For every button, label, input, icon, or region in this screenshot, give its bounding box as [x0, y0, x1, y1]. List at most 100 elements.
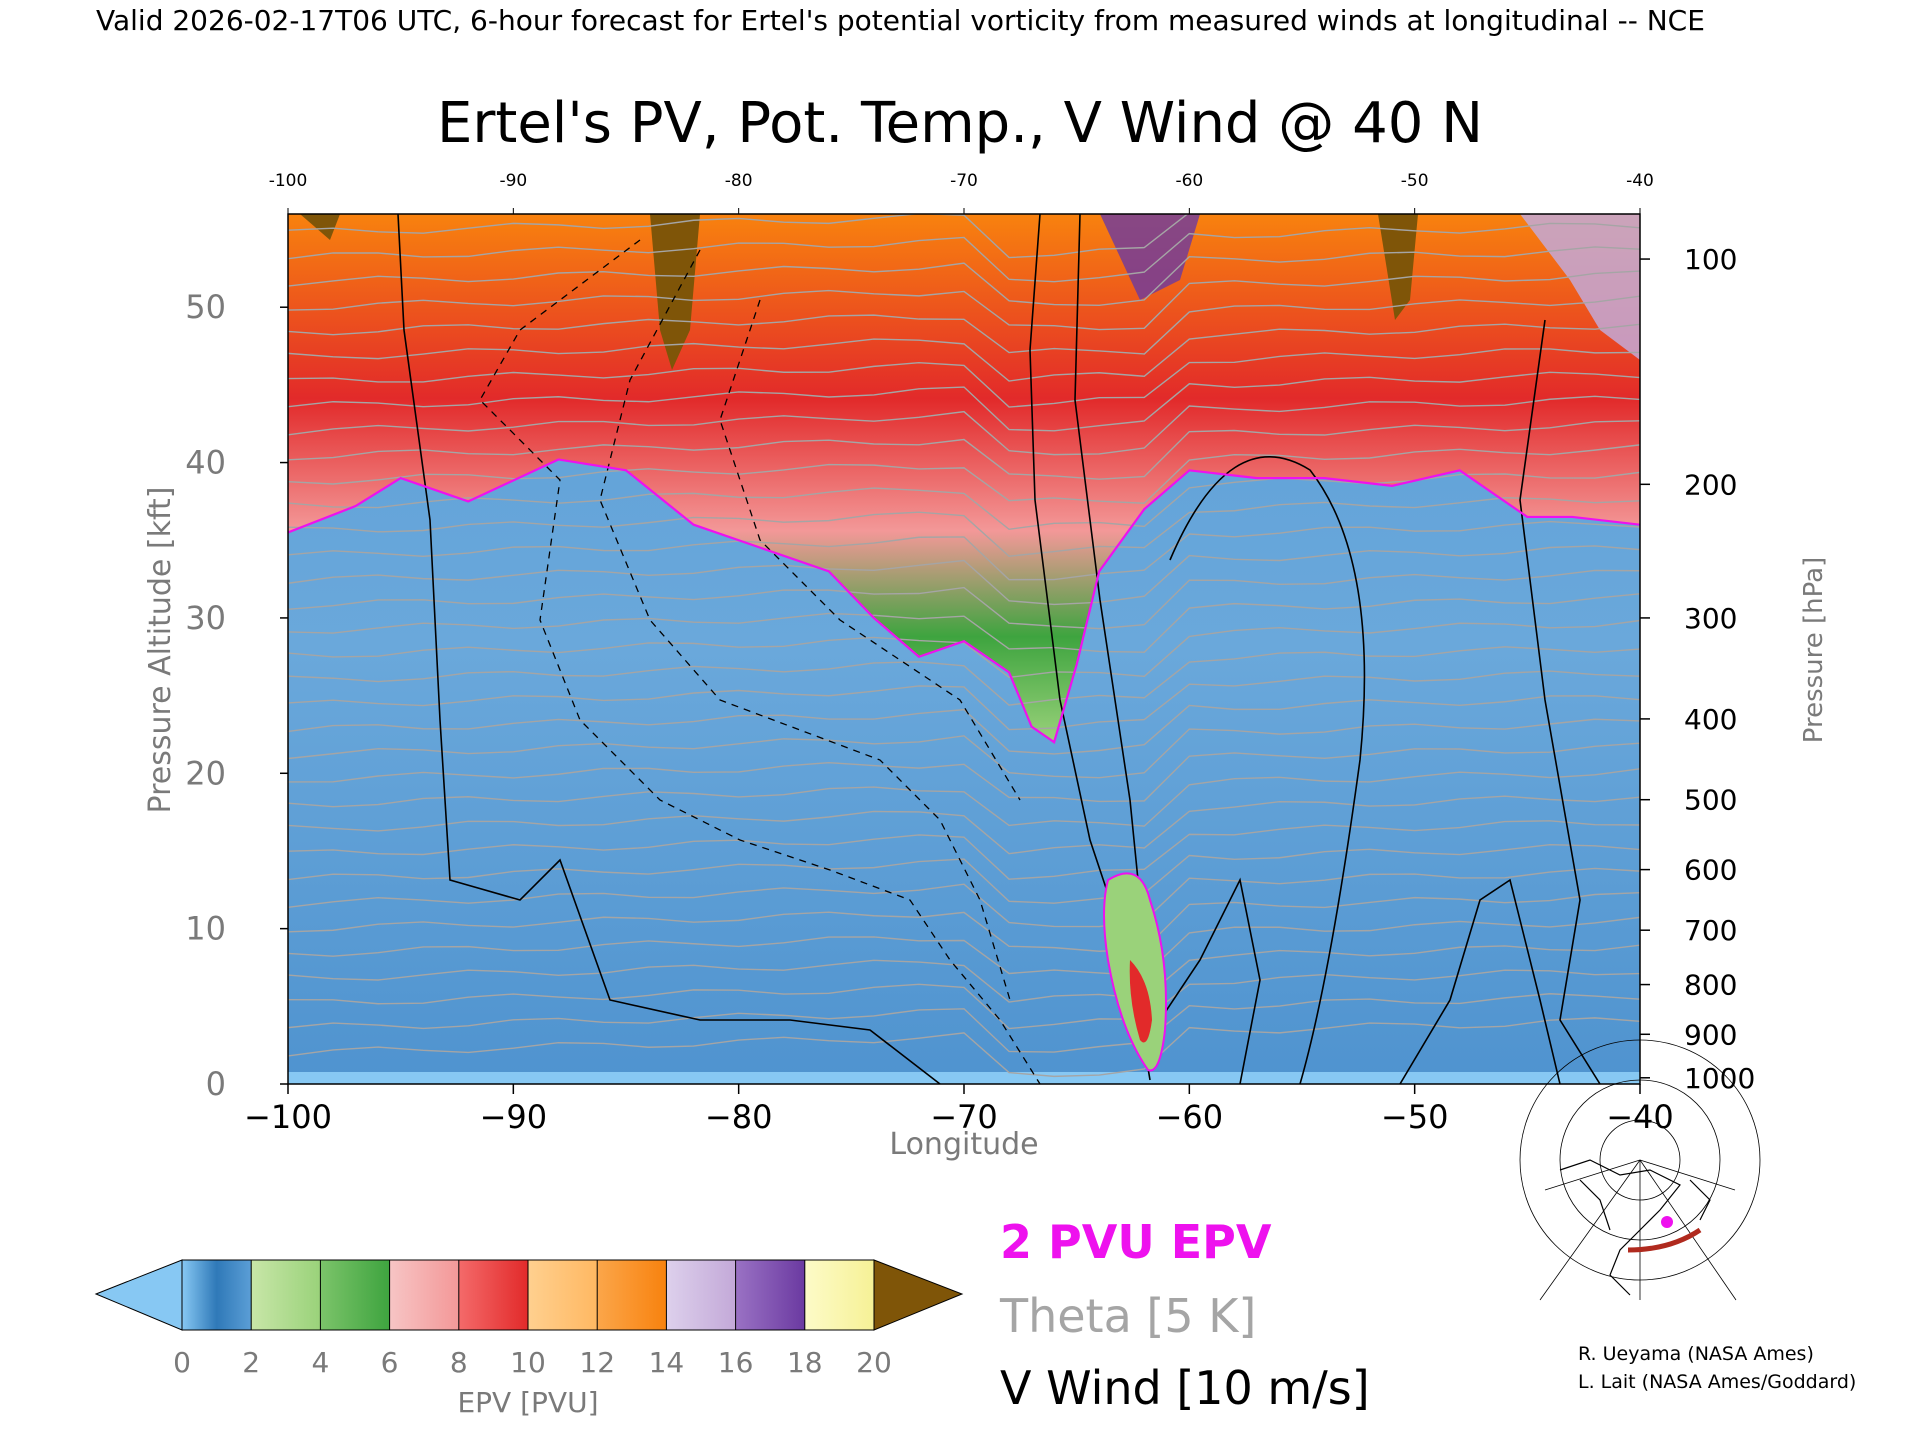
x-tick-label: −50 — [1381, 1098, 1449, 1136]
theta-contour — [288, 619, 1640, 679]
pressure-tick-label: 200 — [1684, 468, 1737, 501]
y-tick-label: 10 — [185, 910, 226, 948]
theta-contour — [288, 520, 1640, 581]
plot-field — [288, 214, 1640, 1084]
vwind-contour-solid — [1399, 878, 1561, 1084]
theta-contour — [288, 646, 1640, 706]
theta-contour — [288, 593, 1640, 653]
theta-contour — [288, 569, 1640, 630]
vwind-contour-solid — [1139, 877, 1261, 1084]
x-tick-label: −80 — [705, 1098, 773, 1136]
vwind-contour-solid — [1074, 214, 1151, 1001]
x-axis-top: -100 -90 -80 -70 -60 -50 -40 — [269, 171, 1654, 214]
theta-contour — [288, 892, 1640, 952]
x-top-tick-label: -50 — [1401, 171, 1429, 191]
legend-vwind: V Wind [10 m/s] — [1000, 1361, 1370, 1415]
stratosphere-field — [288, 214, 1640, 743]
theta-contour — [288, 395, 1640, 456]
theta-contour — [288, 348, 1640, 408]
pressure-tick-label: 800 — [1684, 969, 1737, 1002]
y-tick-label: 40 — [185, 444, 226, 482]
theta-contour — [288, 295, 1640, 355]
vwind-contours-negative — [479, 239, 1041, 1084]
x-tick-label: −100 — [244, 1098, 332, 1136]
y-tick-label: 50 — [185, 288, 226, 326]
theta-contour — [288, 993, 1640, 1053]
pressure-tick-label: 100 — [1684, 243, 1737, 276]
low-level-pv-anomaly — [1103, 872, 1167, 1072]
theta-contour — [288, 795, 1640, 855]
colorbar-tick-label: 8 — [450, 1346, 468, 1379]
theta-contour — [288, 246, 1640, 306]
y-tick-label: 0 — [206, 1065, 226, 1103]
y-axis-left: 0 10 20 30 40 50 — [185, 288, 288, 1103]
inset-section-line — [1627, 1227, 1702, 1253]
theta-contour — [288, 670, 1640, 731]
high-pv-finger — [300, 214, 340, 240]
x-axis-bottom: −100 −90 −80 −70 −60 −50 −40 — [244, 1084, 1674, 1136]
theta-contour — [288, 444, 1640, 504]
inset-locator-map — [1519, 1039, 1761, 1301]
theta-contour — [288, 916, 1640, 977]
theta-contour — [288, 545, 1640, 606]
pv-anomaly-core — [1129, 960, 1152, 1043]
theta-contours — [288, 214, 1640, 1078]
x-top-tick-label: -90 — [499, 171, 527, 191]
colorbar-tick-label: 20 — [856, 1346, 892, 1379]
high-pv-finger — [650, 214, 700, 370]
colorbar-tick-label: 6 — [381, 1346, 399, 1379]
epv-2pvu-contour — [288, 458, 1640, 744]
theta-contour — [288, 867, 1640, 928]
theta-contour — [288, 768, 1640, 827]
theta-contour — [288, 695, 1640, 755]
colorbar-dividers — [250, 1260, 806, 1330]
legend-theta: Theta [5 K] — [999, 1289, 1256, 1343]
vwind-contour-solid — [397, 214, 941, 1084]
theta-contour — [288, 742, 1640, 803]
colorbar-over-triangle — [873, 1259, 964, 1331]
pressure-tick-label: 500 — [1684, 784, 1737, 817]
vwind-contour-solid — [1169, 456, 1366, 1084]
valid-time-header: Valid 2026-02-17T06 UTC, 6-hour forecast… — [96, 4, 1705, 37]
x-top-tick-label: -60 — [1175, 171, 1203, 191]
colorbar-tick-label: 10 — [510, 1346, 546, 1379]
inset-map-frame — [1540, 1150, 1736, 1300]
theta-contour — [288, 1017, 1640, 1078]
pressure-tick-label: 900 — [1684, 1018, 1737, 1051]
x-tick-label: −90 — [480, 1098, 548, 1136]
chart-title: Ertel's PV, Pot. Temp., V Wind @ 40 N — [437, 91, 1483, 156]
inset-map-coastlines — [1559, 1159, 1711, 1296]
inset-location-marker — [1661, 1216, 1673, 1228]
x-axis-label: Longitude — [889, 1127, 1038, 1162]
legend: 2 PVU EPV Theta [5 K] V Wind [10 m/s] — [999, 1215, 1370, 1415]
theta-contour — [288, 323, 1640, 382]
y-axis-right-pressure: 1000 900 800 700 600 500 400 300 200 100 — [1640, 243, 1755, 1095]
vwind-contour-solid — [1519, 319, 1601, 1084]
theta-contour — [288, 969, 1640, 1030]
colorbar-tick-label: 18 — [787, 1346, 823, 1379]
colorbar-tick-label: 16 — [718, 1346, 754, 1379]
pressure-tick-label: 1000 — [1684, 1062, 1755, 1095]
credit-line-1: R. Ueyama (NASA Ames) — [1578, 1343, 1814, 1365]
x-tick-label: −40 — [1606, 1098, 1674, 1136]
colorbar-label: EPV [PVU] — [457, 1386, 598, 1419]
y-tick-label: 30 — [185, 599, 226, 637]
y-axis-label: Pressure Altitude [kft] — [143, 487, 178, 814]
colorbar-tick-label: 2 — [242, 1346, 260, 1379]
high-pv-finger — [1100, 214, 1200, 300]
colorbar-ticks: 0 2 4 6 8 10 12 14 16 18 20 — [173, 1346, 892, 1379]
colorbar: 0 2 4 6 8 10 12 14 16 18 20 EPV [PVU] — [94, 1259, 964, 1419]
high-pv-finger — [1378, 214, 1418, 320]
colorbar-tick-label: 4 — [311, 1346, 329, 1379]
vwind-contour-dashed — [719, 299, 1021, 801]
theta-contour — [288, 270, 1640, 331]
legend-epv: 2 PVU EPV — [1000, 1215, 1272, 1269]
colorbar-tick-label: 0 — [173, 1346, 191, 1379]
x-top-tick-label: -70 — [950, 171, 978, 191]
credit-line-2: L. Lait (NASA Ames/Goddard) — [1578, 1371, 1856, 1393]
theta-contour — [288, 820, 1640, 880]
x-tick-label: −70 — [930, 1098, 998, 1136]
vwind-contour-dashed — [479, 239, 1041, 1084]
theta-contour — [288, 718, 1640, 779]
vwind-contour-dashed — [599, 249, 1011, 1001]
